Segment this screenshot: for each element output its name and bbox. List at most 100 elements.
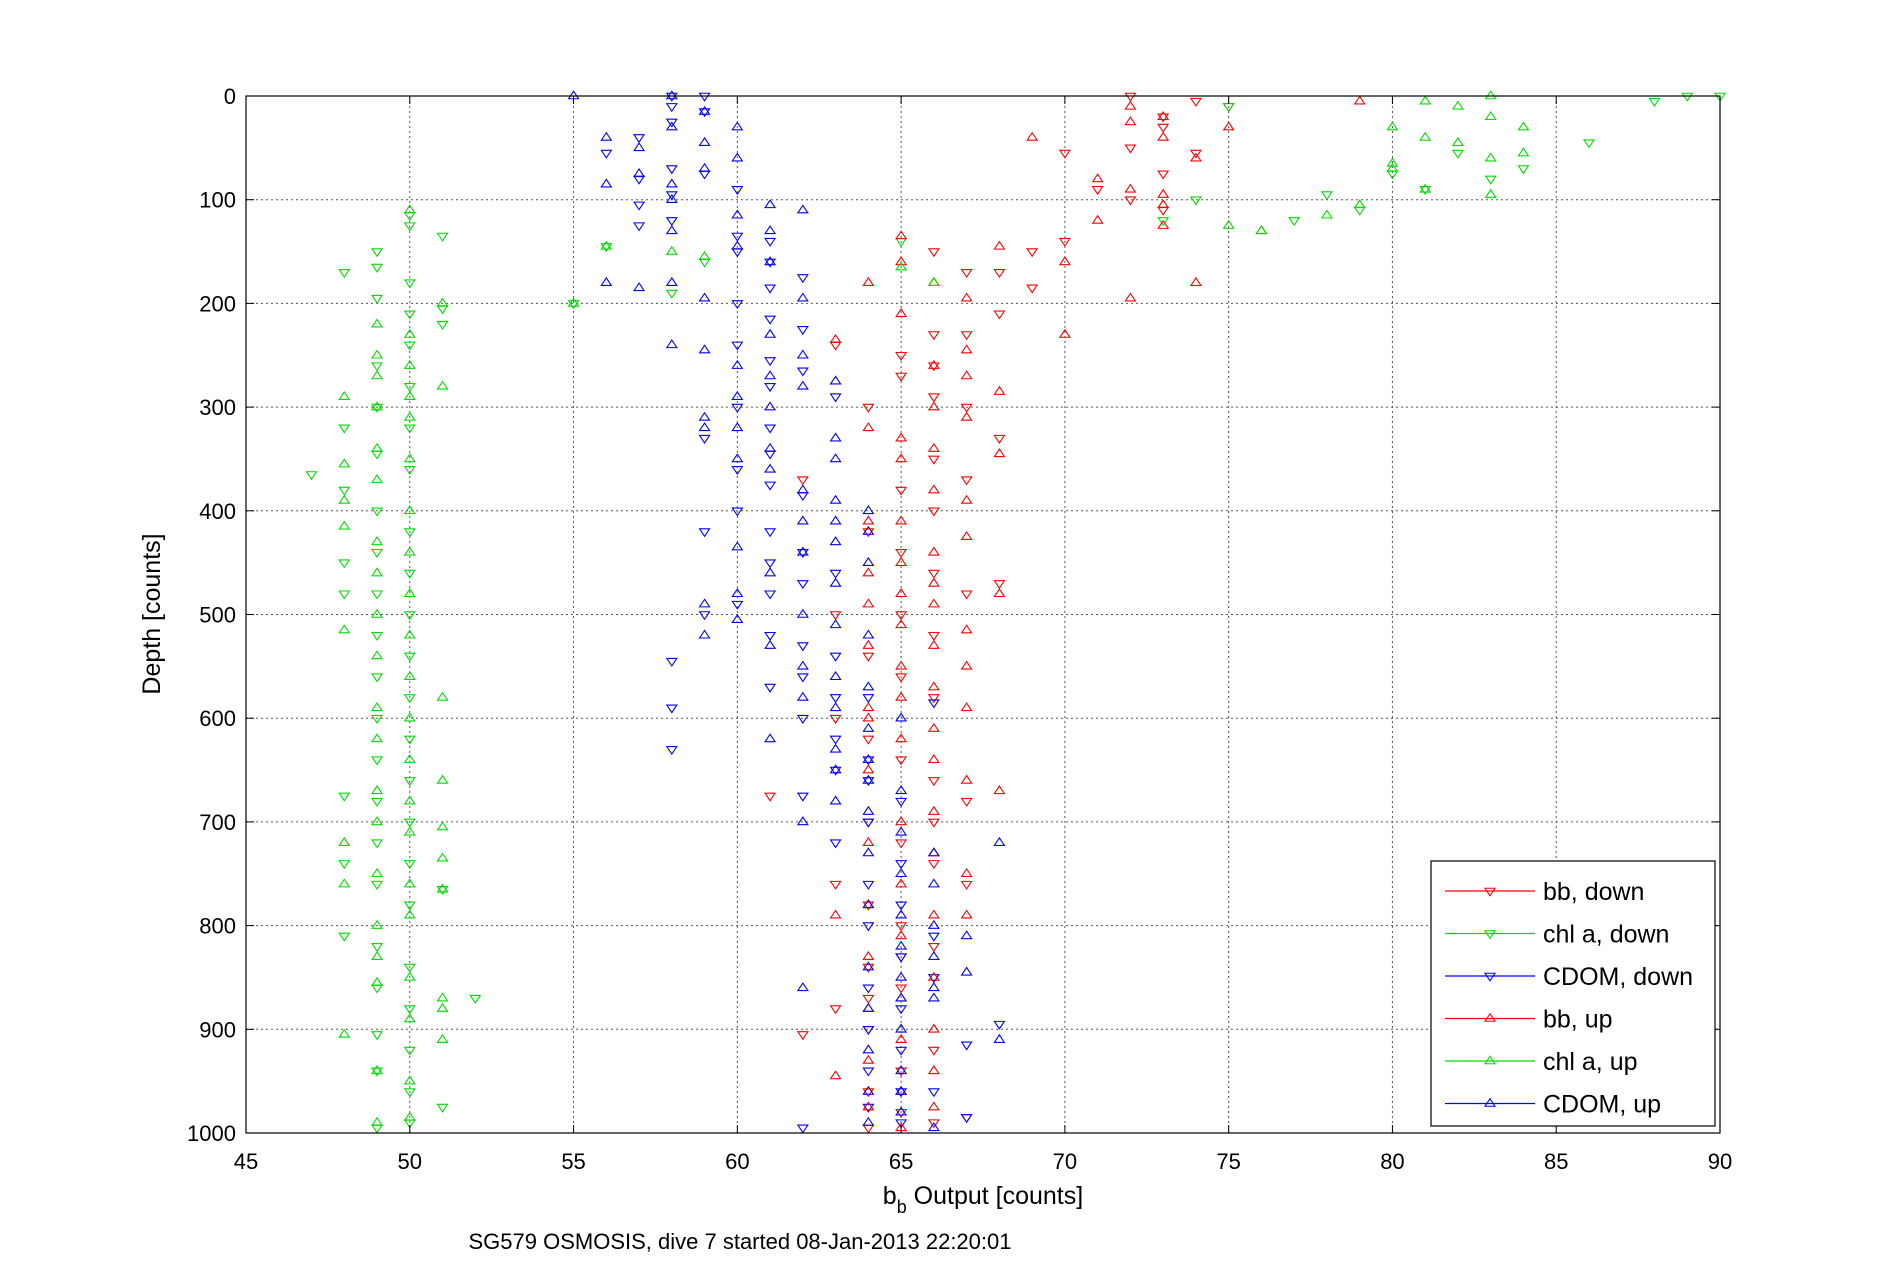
data-point bbox=[895, 432, 908, 442]
data-point bbox=[862, 556, 875, 566]
data-point bbox=[796, 326, 809, 336]
data-point bbox=[1189, 152, 1202, 162]
data-point bbox=[403, 860, 416, 870]
x-tick-label: 50 bbox=[398, 1149, 422, 1174]
data-point bbox=[1124, 116, 1137, 126]
data-point bbox=[731, 390, 744, 401]
data-point bbox=[895, 660, 908, 670]
x-axis-label-main: b bbox=[883, 1182, 897, 1210]
data-point bbox=[338, 792, 351, 802]
data-point bbox=[1582, 139, 1596, 149]
data-point bbox=[600, 243, 613, 253]
data-point bbox=[796, 642, 809, 652]
data-point bbox=[698, 422, 711, 432]
data-point bbox=[370, 976, 384, 986]
data-point bbox=[862, 515, 875, 525]
data-point bbox=[895, 673, 908, 683]
x-tick-label: 80 bbox=[1380, 1149, 1404, 1174]
data-point bbox=[796, 714, 809, 724]
data-point bbox=[436, 821, 449, 831]
x-axis-label-rest: Output [counts] bbox=[907, 1182, 1084, 1210]
data-point bbox=[927, 507, 940, 517]
legend-label: CDOM, up bbox=[1543, 1091, 1661, 1119]
data-point bbox=[796, 792, 809, 802]
data-point bbox=[370, 349, 384, 359]
data-point bbox=[1026, 131, 1039, 141]
data-point bbox=[829, 880, 842, 890]
data-point bbox=[829, 453, 842, 463]
data-point bbox=[960, 702, 973, 712]
data-point bbox=[1124, 292, 1137, 302]
data-point bbox=[796, 204, 809, 214]
data-point bbox=[436, 852, 449, 862]
data-point bbox=[862, 712, 875, 722]
data-point bbox=[862, 847, 875, 857]
data-point bbox=[960, 1041, 973, 1051]
data-point bbox=[796, 484, 809, 494]
data-point bbox=[1419, 186, 1432, 196]
data-point bbox=[862, 528, 875, 538]
legend-item: chl a, up bbox=[1445, 1048, 1638, 1076]
data-point bbox=[1353, 95, 1366, 105]
data-point bbox=[403, 1013, 416, 1023]
data-point bbox=[370, 403, 384, 413]
data-point bbox=[1058, 149, 1071, 159]
data-point bbox=[895, 351, 908, 361]
data-point bbox=[895, 515, 908, 525]
data-point bbox=[338, 590, 351, 600]
data-point bbox=[403, 878, 416, 888]
data-point bbox=[1484, 175, 1497, 185]
data-point bbox=[633, 168, 646, 178]
data-point bbox=[436, 297, 449, 307]
data-point bbox=[370, 650, 384, 660]
data-point bbox=[370, 797, 384, 807]
data-point bbox=[862, 880, 875, 890]
data-point bbox=[862, 694, 875, 704]
data-point bbox=[1157, 188, 1170, 198]
data-point bbox=[1058, 256, 1071, 266]
data-point bbox=[1157, 217, 1170, 227]
data-point bbox=[895, 984, 908, 994]
data-point bbox=[403, 971, 416, 981]
data-point bbox=[796, 546, 809, 556]
data-point bbox=[927, 569, 940, 579]
data-point bbox=[862, 961, 875, 971]
data-point bbox=[862, 681, 875, 691]
data-point bbox=[1484, 110, 1497, 121]
data-point bbox=[1157, 199, 1170, 209]
data-point bbox=[764, 424, 777, 434]
data-point bbox=[829, 494, 842, 504]
data-point bbox=[1157, 170, 1170, 180]
data-point bbox=[731, 186, 744, 196]
data-point bbox=[1386, 121, 1399, 131]
data-point bbox=[796, 292, 809, 302]
data-point bbox=[403, 411, 416, 421]
data-point bbox=[403, 204, 416, 214]
data-point bbox=[862, 403, 875, 413]
data-point bbox=[862, 984, 875, 994]
data-point bbox=[927, 577, 940, 587]
data-point bbox=[927, 694, 940, 704]
data-point bbox=[993, 1020, 1006, 1030]
data-point bbox=[370, 318, 384, 328]
data-point bbox=[895, 816, 908, 826]
data-point bbox=[829, 1005, 842, 1015]
data-point bbox=[665, 193, 678, 203]
data-point bbox=[927, 598, 940, 608]
data-point bbox=[829, 432, 842, 442]
data-point bbox=[600, 149, 613, 159]
series-2-markers bbox=[600, 92, 1006, 1134]
data-point bbox=[895, 1065, 908, 1075]
data-point bbox=[993, 310, 1006, 320]
data-point bbox=[403, 341, 416, 351]
y-tick-label: 300 bbox=[199, 395, 236, 420]
data-point bbox=[895, 1106, 908, 1116]
data-point bbox=[796, 367, 809, 377]
data-point bbox=[796, 982, 809, 992]
data-point bbox=[829, 714, 842, 724]
data-point bbox=[600, 276, 613, 286]
data-point bbox=[829, 702, 842, 712]
data-point bbox=[829, 611, 842, 621]
data-point bbox=[764, 328, 777, 338]
data-point bbox=[731, 588, 744, 598]
